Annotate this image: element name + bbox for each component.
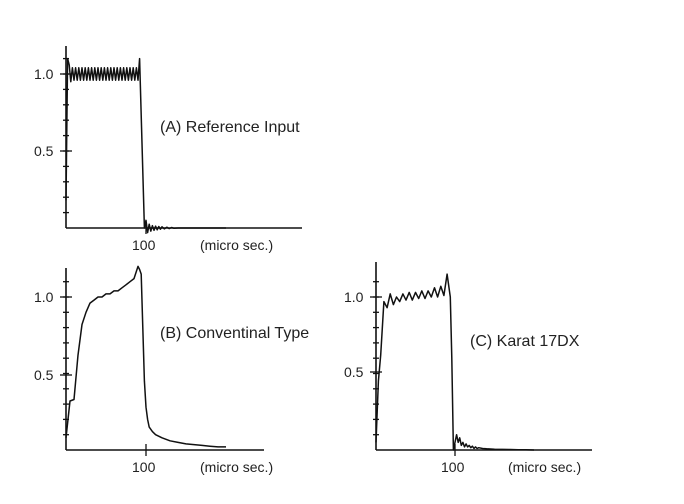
panel-a-x-label-100: 100 bbox=[132, 237, 156, 253]
panel-a-y-label-1-0: 1.0 bbox=[34, 66, 54, 82]
panel-b-annotation: (B) Conventinal Type bbox=[160, 325, 309, 342]
panel-b-x-unit: (micro sec.) bbox=[200, 459, 273, 475]
panel-c-y-label-0-5: 0.5 bbox=[344, 364, 364, 380]
panel-c-series-line bbox=[375, 273, 535, 451]
panel-a-x-unit: (micro sec.) bbox=[200, 237, 273, 253]
panel-b-y-label-1-0: 1.0 bbox=[34, 289, 54, 305]
panel-a-annotation: (A) Reference Input bbox=[160, 119, 300, 136]
panel-c-x-unit: (micro sec.) bbox=[508, 459, 581, 475]
panel-b-conventinal-type: 1.0 0.5 100 (micro sec.) (B) Conventinal… bbox=[34, 265, 309, 475]
panel-a-reference-input: 1.0 0.5 100 (micro sec.) (A) Reference I… bbox=[34, 46, 302, 253]
panel-a-y-label-0-5: 0.5 bbox=[34, 143, 54, 159]
panel-a-series-line bbox=[65, 57, 226, 234]
panel-c-y-label-1-0: 1.0 bbox=[344, 289, 364, 305]
panel-b-series-line bbox=[65, 265, 226, 448]
panel-c-annotation: (C) Karat 17DX bbox=[470, 333, 580, 350]
panel-c-x-label-100: 100 bbox=[441, 459, 465, 475]
panel-b-minor-y-ticks bbox=[63, 281, 69, 436]
panel-b-x-label-100: 100 bbox=[132, 459, 156, 475]
panel-c-karat-17dx: 1.0 0.5 100 (micro sec.) (C) Karat 17DX bbox=[344, 262, 592, 475]
panel-b-y-label-0-5: 0.5 bbox=[34, 367, 54, 383]
